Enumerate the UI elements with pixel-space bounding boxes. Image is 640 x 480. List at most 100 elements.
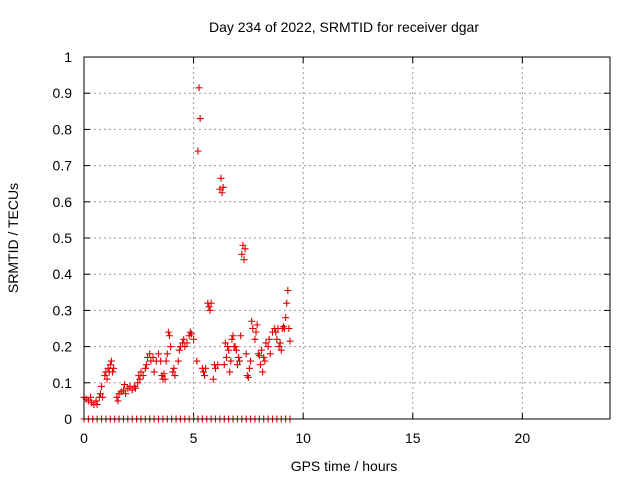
x-tick-label: 5 xyxy=(190,430,198,446)
data-point xyxy=(242,350,250,358)
x-tick-label: 20 xyxy=(515,430,531,446)
data-point xyxy=(245,364,253,372)
data-point xyxy=(180,335,188,343)
data-point xyxy=(235,353,243,361)
data-point xyxy=(244,373,252,381)
data-point xyxy=(87,393,95,401)
data-point xyxy=(283,299,291,307)
data-point xyxy=(239,241,247,249)
data-point xyxy=(92,397,100,405)
data-point xyxy=(142,361,150,369)
data-point xyxy=(194,147,202,155)
y-tick-label: 0.2 xyxy=(53,339,73,355)
y-tick-label: 0.8 xyxy=(53,121,73,137)
data-point xyxy=(193,357,201,365)
data-point xyxy=(282,314,290,322)
x-tick-label: 0 xyxy=(80,430,88,446)
data-point xyxy=(132,384,140,392)
data-point xyxy=(222,353,230,361)
y-tick-label: 1 xyxy=(64,49,72,65)
data-point xyxy=(110,364,118,372)
data-point xyxy=(218,189,226,197)
data-point xyxy=(229,332,237,340)
x-tick-label: 10 xyxy=(295,430,311,446)
data-point xyxy=(238,250,246,258)
data-point xyxy=(195,84,203,92)
data-point xyxy=(247,357,255,365)
data-point xyxy=(209,375,217,383)
data-point xyxy=(258,346,266,354)
data-point xyxy=(277,346,285,354)
data-point xyxy=(103,375,111,383)
y-tick-label: 0.4 xyxy=(53,266,73,282)
y-tick-label: 0 xyxy=(64,411,72,427)
y-tick-label: 0.1 xyxy=(53,375,73,391)
data-point xyxy=(149,353,157,361)
data-point xyxy=(240,256,248,264)
data-point xyxy=(262,339,270,347)
data-point xyxy=(252,328,260,336)
data-point xyxy=(139,372,147,380)
data-point xyxy=(155,350,163,358)
y-tick-label: 0.3 xyxy=(53,302,73,318)
y-tick-label: 0.6 xyxy=(53,194,73,210)
data-point xyxy=(150,368,158,376)
data-point xyxy=(146,350,154,358)
data-point xyxy=(202,364,210,372)
data-point xyxy=(225,346,233,354)
data-point xyxy=(231,343,239,351)
data-point xyxy=(228,335,236,343)
data-point xyxy=(273,335,281,343)
data-point xyxy=(265,335,273,343)
data-point xyxy=(226,368,234,376)
data-point xyxy=(212,364,219,372)
plot-frame xyxy=(83,56,611,420)
y-tick-label: 0.5 xyxy=(53,230,73,246)
data-point xyxy=(233,361,241,369)
ticks: 00.10.20.30.40.50.60.70.80.910 5 10 15 20 xyxy=(53,49,610,446)
data-point xyxy=(175,346,183,354)
data-point xyxy=(174,357,182,365)
data-point xyxy=(122,390,130,398)
data-point xyxy=(259,368,267,376)
data-point xyxy=(253,321,261,329)
data-point xyxy=(275,343,283,351)
data-point xyxy=(256,361,264,369)
data-point xyxy=(266,350,274,358)
data-point xyxy=(224,343,232,351)
data-point xyxy=(169,368,177,376)
data-point xyxy=(171,372,179,380)
y-axis-label: SRMTID / TECUs xyxy=(5,183,21,293)
data-point xyxy=(205,303,213,311)
data-point xyxy=(241,245,249,253)
data-point xyxy=(161,375,169,383)
data-point xyxy=(93,401,101,409)
data-point xyxy=(248,317,256,325)
data-point xyxy=(96,390,104,398)
data-point xyxy=(190,335,198,343)
data-point xyxy=(183,339,191,347)
y-tick-label: 0.9 xyxy=(53,85,73,101)
y-tick-label: 0.7 xyxy=(53,158,73,174)
data-point xyxy=(232,346,240,354)
data-point xyxy=(170,364,178,372)
data-point xyxy=(106,361,114,369)
data-point xyxy=(221,339,229,347)
data-point xyxy=(113,393,121,401)
data-point xyxy=(187,330,195,338)
data-point xyxy=(217,174,225,182)
data-point xyxy=(260,353,268,361)
data-point xyxy=(181,343,189,351)
data-point xyxy=(137,368,145,376)
data-point xyxy=(160,370,168,378)
data-point xyxy=(219,183,227,191)
data-point xyxy=(220,361,228,369)
data-point xyxy=(251,335,259,343)
data-point xyxy=(98,382,106,390)
data-point xyxy=(196,115,204,123)
grid xyxy=(84,57,610,419)
data-point xyxy=(264,343,272,351)
x-axis-label: GPS time / hours xyxy=(291,458,398,474)
x-tick-label: 15 xyxy=(405,430,421,446)
